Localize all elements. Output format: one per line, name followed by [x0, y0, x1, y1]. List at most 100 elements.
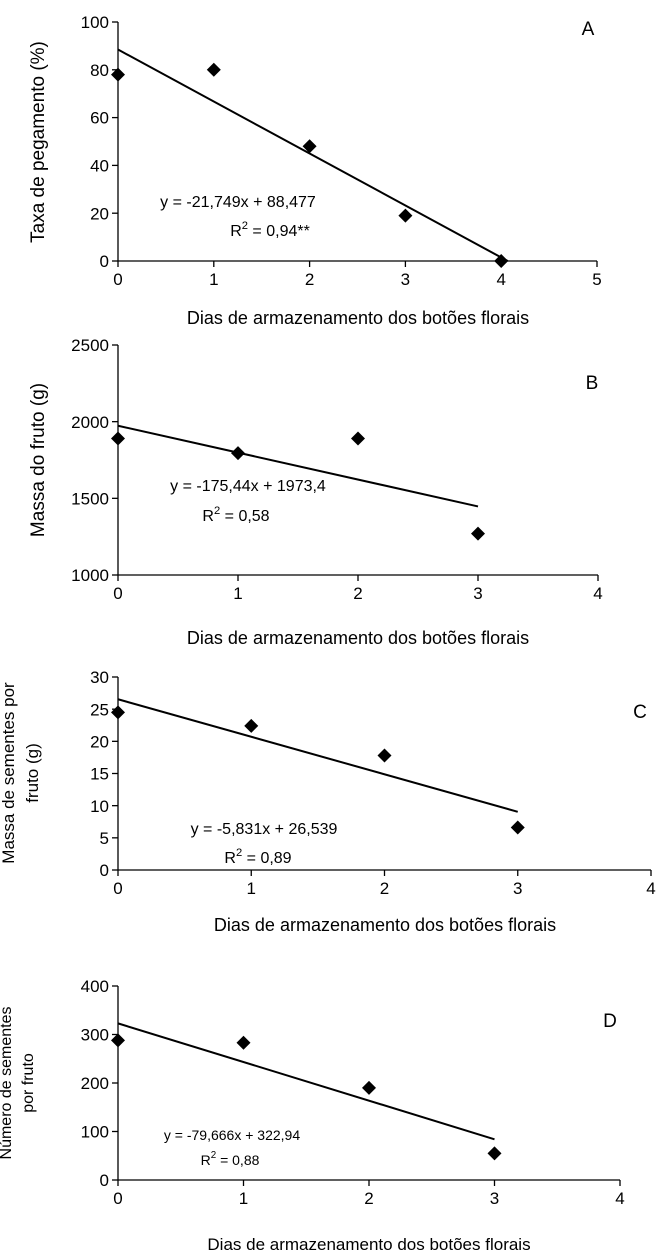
x-tick-label: 2 — [353, 584, 362, 603]
y-tick-label: 25 — [90, 700, 109, 719]
x-tick-label: 0 — [113, 584, 122, 603]
regression-equation: y = -21,749x + 88,477 — [160, 194, 316, 211]
x-axis-label: Dias de armazenamento dos botões florais — [214, 915, 556, 935]
chart-panel-c: 0 5 10 15 20 25 30 0 1 2 3 4 Dias de armazenamento d… — [0, 668, 656, 935]
y-tick-label: 20 — [90, 732, 109, 751]
r-squared-value: = 0,58 — [220, 508, 269, 525]
regression-equation: y = -175,44x + 1973,4 — [170, 478, 326, 495]
y-tick-label: 5 — [100, 829, 109, 848]
y-tick-label: 400 — [81, 977, 109, 996]
data-point — [302, 139, 317, 154]
x-tick-label: 4 — [615, 1189, 624, 1208]
y-tick-label: 1500 — [71, 489, 109, 508]
r-squared-prefix: R — [224, 850, 236, 867]
trend-line — [117, 424, 479, 508]
panel-label: D — [603, 1011, 617, 1032]
y-axis-label-line: Massa do fruto (g) — [28, 383, 49, 537]
x-tick-label: 5 — [592, 270, 601, 289]
x-tick-label: 0 — [113, 270, 122, 289]
x-tick-label: 4 — [496, 270, 505, 289]
chart-panel-a: 0 20 40 60 80 100 0 1 2 3 4 5 Dias de armazenamento … — [28, 13, 602, 328]
y-axis-label-line: Número de sementes — [0, 1007, 15, 1160]
data-point — [206, 62, 221, 77]
y-tick-label: 60 — [90, 109, 109, 128]
y-axis-label: Número de sementes por fruto — [0, 1007, 37, 1160]
y-axis-label: Taxa de pegamento (%) — [28, 41, 49, 243]
data-point — [362, 1080, 376, 1095]
r-squared-annotation: R2 = 0,94** — [230, 220, 310, 240]
r-squared-exponent: 2 — [211, 1150, 216, 1161]
data-point — [244, 718, 259, 733]
r-squared-prefix: R — [230, 223, 242, 240]
data-point — [111, 431, 125, 446]
y-tick-label: 40 — [90, 157, 109, 176]
r-squared-exponent: 2 — [214, 505, 220, 517]
x-tick-label: 2 — [364, 1189, 373, 1208]
x-tick-label: 3 — [401, 270, 410, 289]
y-axis-label-line: Massa de sementes por — [0, 682, 18, 864]
y-tick-label: 30 — [90, 668, 109, 687]
data-point — [351, 431, 365, 446]
y-tick-label: 1000 — [71, 566, 109, 585]
data-point — [236, 1035, 251, 1050]
y-tick-label: 15 — [90, 765, 109, 784]
x-tick-label: 2 — [380, 879, 389, 898]
y-tick-label: 100 — [81, 1123, 109, 1142]
r-squared-annotation: R2 = 0,88 — [201, 1150, 260, 1168]
trend-line — [117, 698, 519, 813]
y-axis-label-line: Taxa de pegamento (%) — [28, 41, 49, 243]
data-point — [111, 705, 125, 720]
trend-line — [117, 1022, 495, 1141]
data-point — [231, 446, 245, 461]
x-tick-label: 0 — [113, 879, 122, 898]
y-tick-label: 2500 — [71, 336, 109, 355]
trend-line — [117, 48, 509, 262]
regression-equation: y = -5,831x + 26,539 — [191, 821, 338, 838]
r-squared-value: = 0,88 — [216, 1152, 259, 1168]
r-squared-value: = 0,89 — [242, 850, 291, 867]
y-axis-label: Massa de sementes por fruto (g) — [0, 682, 42, 864]
data-point — [111, 67, 125, 82]
data-point — [111, 1033, 125, 1048]
r-squared-exponent: 2 — [242, 220, 248, 232]
x-axis-label: Dias de armazenamento dos botões florais — [187, 308, 529, 328]
data-point — [487, 1146, 502, 1161]
panel-label: B — [586, 373, 599, 394]
r-squared-annotation: R2 = 0,89 — [224, 847, 291, 867]
y-axis-label: Massa do fruto (g) — [28, 383, 49, 537]
chart-panel-b: 1000 1500 2000 2500 0 1 2 3 4 Dias de armazenamen… — [28, 336, 603, 648]
data-point — [510, 820, 525, 835]
y-tick-label: 0 — [100, 861, 109, 880]
x-tick-label: 3 — [513, 879, 522, 898]
r-squared-prefix: R — [202, 508, 214, 525]
data-point — [494, 254, 509, 268]
x-axis-label: Dias de armazenamento dos botões florais — [187, 628, 529, 648]
x-tick-label: 4 — [646, 879, 655, 898]
x-tick-label: 0 — [113, 1189, 122, 1208]
data-point — [398, 208, 413, 223]
y-tick-label: 0 — [100, 1171, 109, 1190]
x-tick-label: 1 — [233, 584, 242, 603]
r-squared-value: = 0,94** — [248, 223, 310, 240]
data-point — [377, 748, 392, 763]
x-tick-label: 1 — [209, 270, 218, 289]
r-squared-exponent: 2 — [236, 847, 242, 859]
x-axis-label: Dias de armazenamento dos botões florais — [207, 1235, 530, 1254]
panel-label: A — [582, 19, 595, 40]
y-tick-label: 80 — [90, 61, 109, 80]
y-tick-label: 2000 — [71, 413, 109, 432]
data-point — [471, 526, 485, 541]
x-tick-label: 4 — [593, 584, 602, 603]
y-tick-label: 300 — [81, 1026, 109, 1045]
x-tick-label: 1 — [239, 1189, 248, 1208]
regression-equation: y = -79,666x + 322,94 — [164, 1127, 300, 1143]
y-axis-label-line: por fruto — [20, 1053, 37, 1113]
y-tick-label: 200 — [81, 1074, 109, 1093]
chart-panel-d: 0 100 200 300 400 0 1 2 3 4 Dias de armazenamento … — [0, 977, 625, 1254]
r-squared-prefix: R — [201, 1152, 211, 1168]
y-tick-label: 100 — [81, 13, 109, 32]
y-tick-label: 0 — [100, 252, 109, 271]
x-tick-label: 2 — [305, 270, 314, 289]
y-tick-label: 20 — [90, 204, 109, 223]
